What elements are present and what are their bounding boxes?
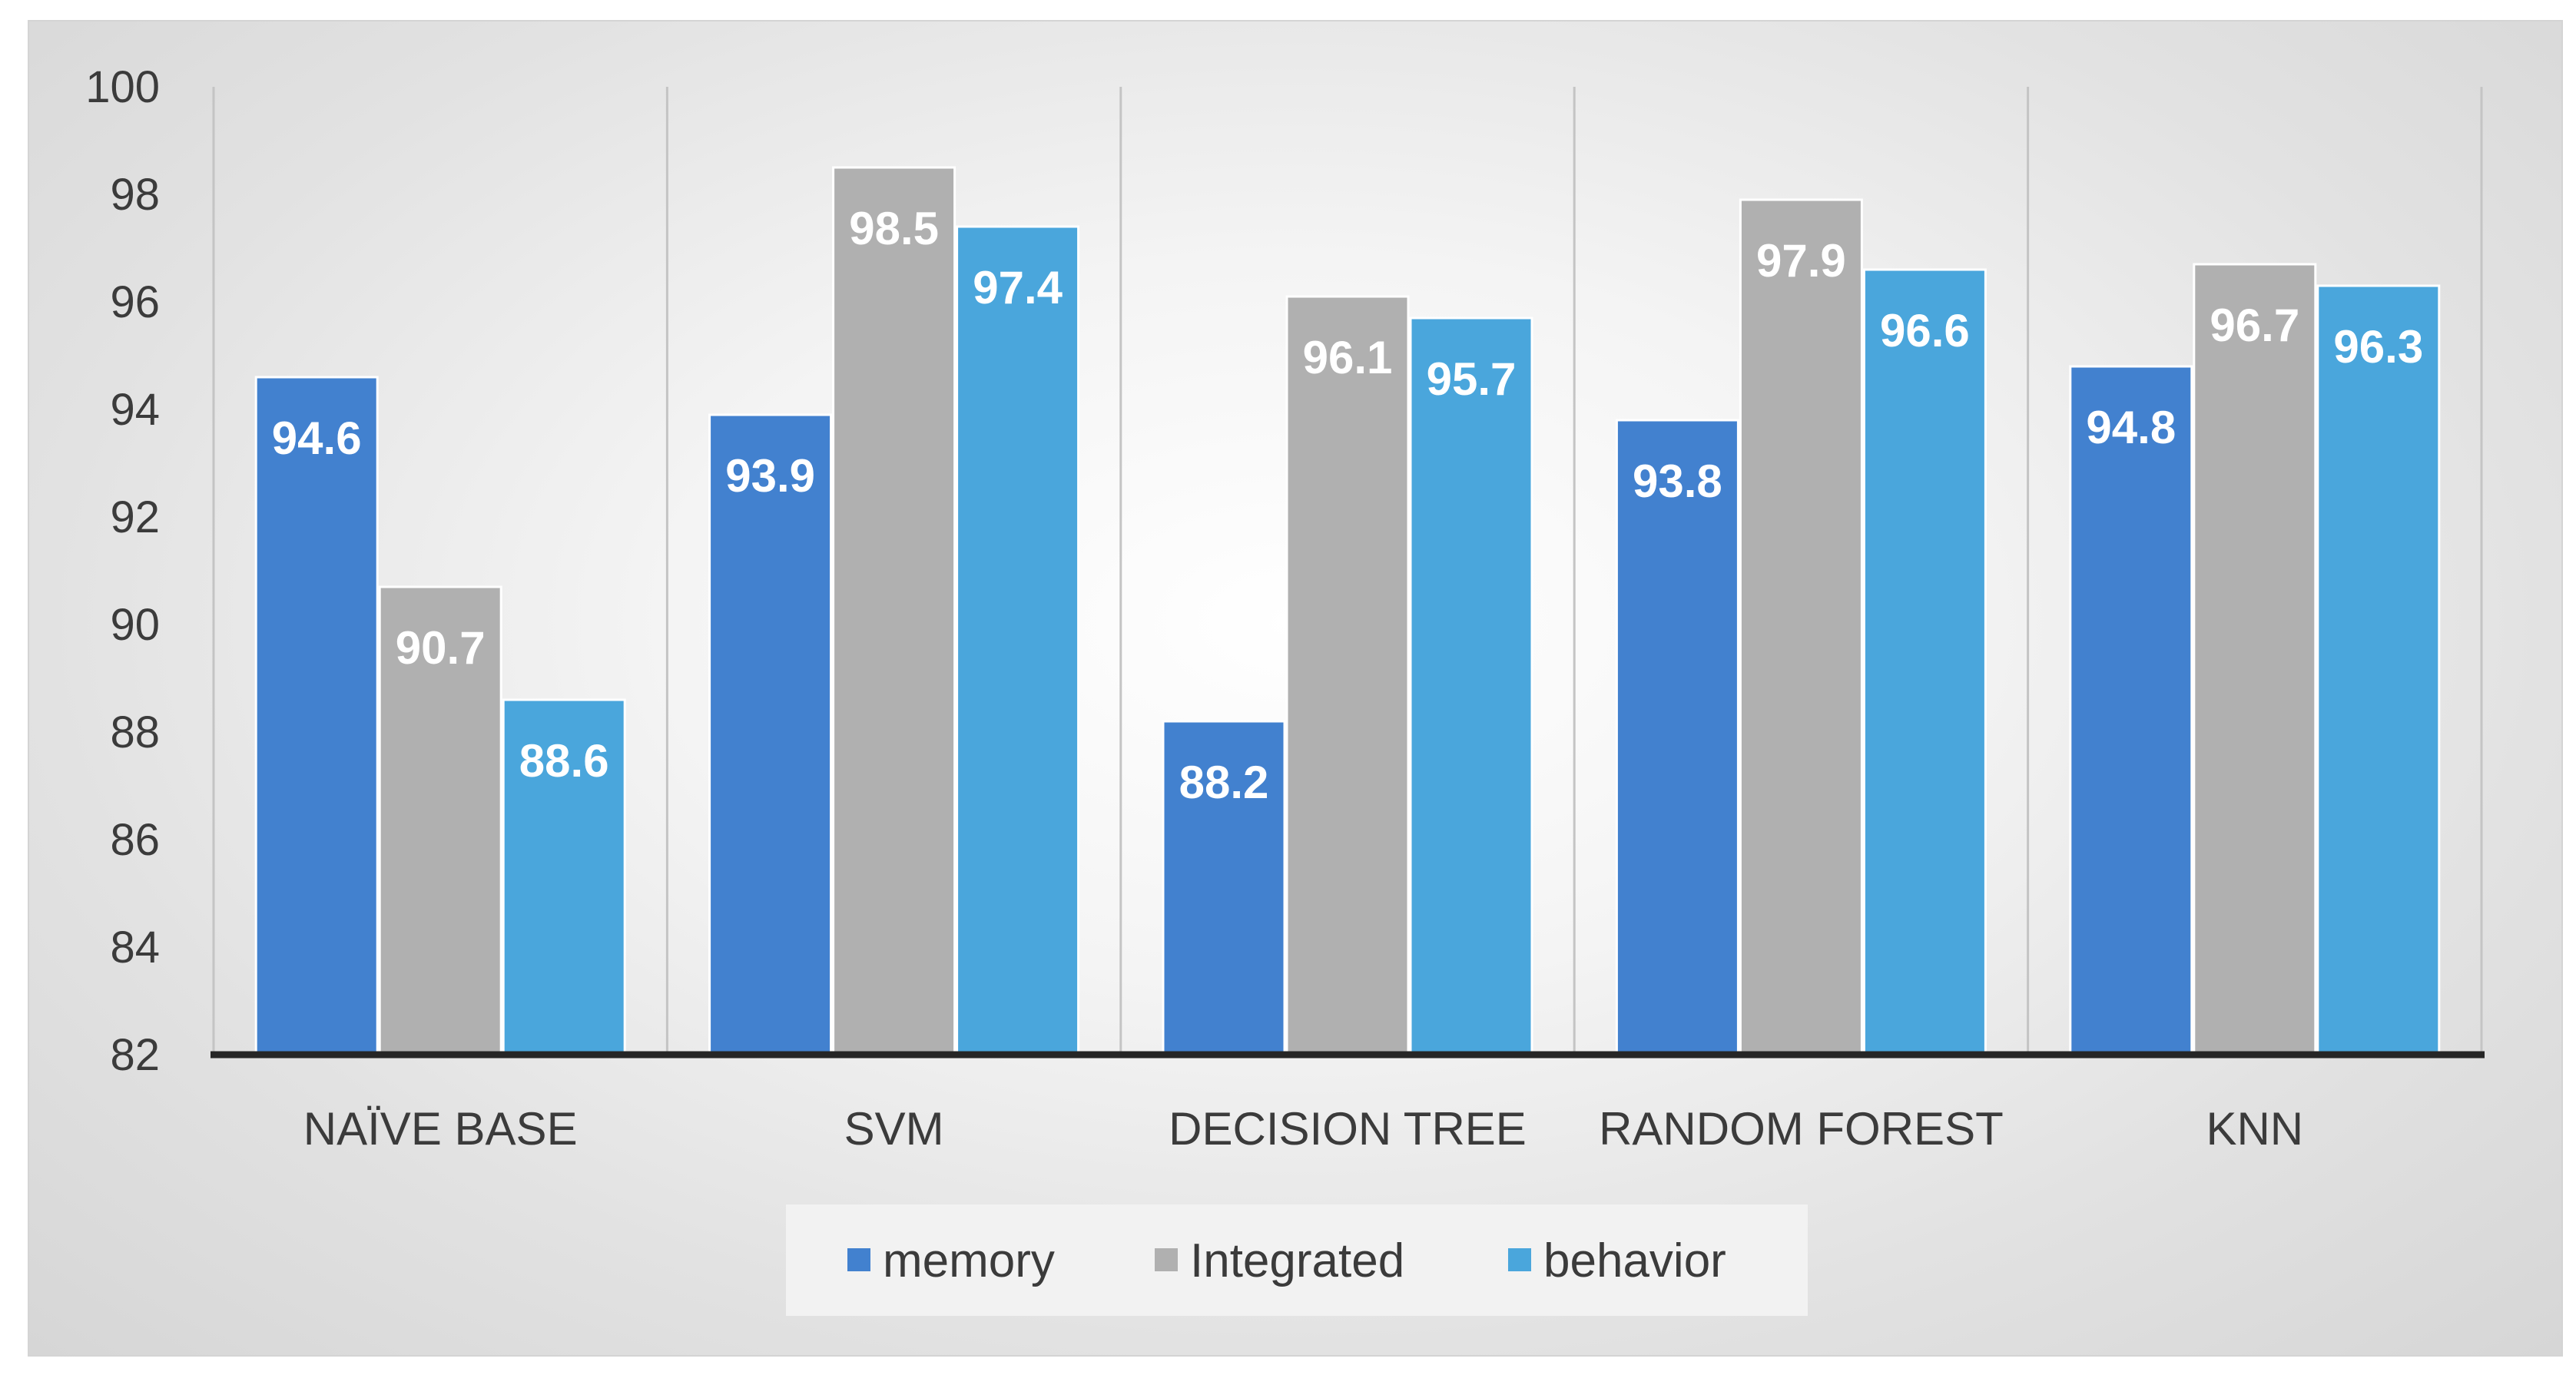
bar-integrated-4 <box>1739 198 1863 1056</box>
data-label: 96.6 <box>1880 305 1970 356</box>
y-tick-label: 88 <box>110 707 160 757</box>
data-label: 97.9 <box>1756 235 1846 287</box>
bar-memory-3 <box>1162 720 1286 1056</box>
bar-integrated-2 <box>832 166 956 1056</box>
bar-behavior-3 <box>1409 316 1533 1056</box>
category-label: NAÏVE BASE <box>303 1103 578 1155</box>
legend-label-behavior: behavior <box>1543 1234 1726 1287</box>
bar-memory-5 <box>2069 365 2193 1056</box>
grid-lines <box>212 87 2483 1055</box>
category-label: RANDOM FOREST <box>1599 1103 2004 1155</box>
data-labels: 94.6 90.7 88.6 93.9 98.5 97.4 88.2 96.1 95.7 93.8… <box>272 203 2423 808</box>
bar-memory-1 <box>254 376 379 1056</box>
bar-behavior-4 <box>1862 268 1987 1056</box>
bar-behavior-5 <box>2316 284 2441 1056</box>
legend-label-memory: memory <box>883 1234 1055 1287</box>
bar-integrated-3 <box>1285 295 1410 1056</box>
data-label: 94.8 <box>2086 402 2176 453</box>
data-label: 94.6 <box>272 412 362 464</box>
category-label: KNN <box>2206 1103 2303 1155</box>
bar-memory-2 <box>708 413 833 1056</box>
category-label: DECISION TREE <box>1169 1103 1527 1155</box>
data-label: 90.7 <box>396 622 486 674</box>
legend-swatch-memory <box>847 1248 870 1271</box>
bar-chart: 94.6 90.7 88.6 93.9 98.5 97.4 88.2 96.1 95.7 93.8… <box>85 62 2485 1316</box>
bar-memory-4 <box>1615 419 1739 1056</box>
y-tick-label: 100 <box>85 62 160 112</box>
data-label: 96.1 <box>1303 332 1393 383</box>
data-label: 95.7 <box>1427 353 1517 405</box>
bar-behavior-1 <box>502 698 626 1056</box>
x-axis-categories: NAÏVE BASE SVM DECISION TREE RANDOM FOREST K… <box>303 1103 2303 1155</box>
data-label: 98.5 <box>849 203 939 254</box>
y-tick-label: 98 <box>110 170 160 220</box>
data-label: 96.7 <box>2210 300 2299 351</box>
bars <box>254 166 2441 1056</box>
category-label: SVM <box>844 1103 944 1155</box>
y-tick-label: 92 <box>110 492 160 542</box>
data-label: 97.4 <box>973 262 1063 313</box>
data-label: 88.6 <box>519 735 609 787</box>
y-tick-label: 82 <box>110 1030 160 1080</box>
data-label: 88.2 <box>1179 757 1269 808</box>
y-tick-label: 90 <box>110 600 160 650</box>
bar-behavior-2 <box>956 225 1080 1056</box>
legend-swatch-integrated <box>1155 1248 1178 1271</box>
y-axis-ticks: 82 84 86 88 90 92 94 96 98 100 <box>85 62 160 1080</box>
chart-frame: 94.6 90.7 88.6 93.9 98.5 97.4 88.2 96.1 95.7 93.8… <box>28 20 2563 1357</box>
legend-label-integrated: Integrated <box>1190 1234 1404 1287</box>
legend-swatch-behavior <box>1508 1248 1531 1271</box>
legend-box <box>786 1204 1808 1316</box>
y-tick-label: 96 <box>110 277 160 327</box>
y-tick-label: 94 <box>110 385 160 435</box>
legend: memory Integrated behavior <box>786 1204 1808 1316</box>
y-tick-label: 84 <box>110 923 160 972</box>
data-label: 93.8 <box>1633 456 1722 507</box>
y-tick-label: 86 <box>110 815 160 865</box>
data-label: 96.3 <box>2333 321 2423 373</box>
bar-integrated-5 <box>2193 263 2317 1056</box>
data-label: 93.9 <box>725 450 815 502</box>
